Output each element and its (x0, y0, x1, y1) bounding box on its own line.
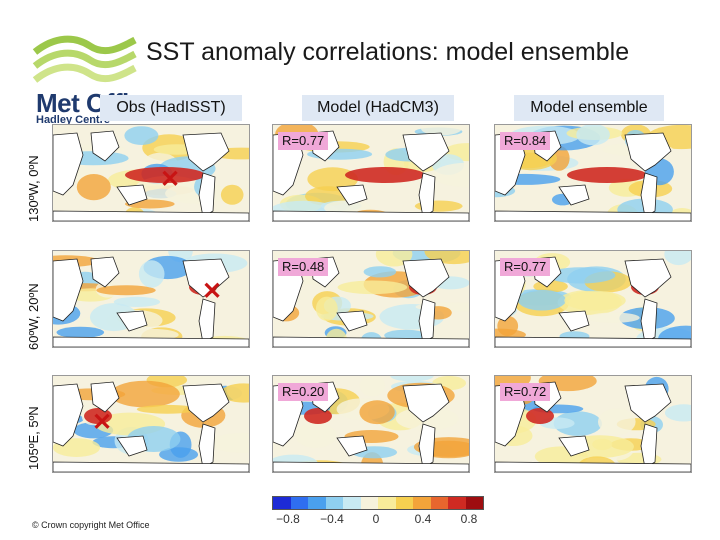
colorbar-segment (430, 497, 448, 509)
location-marker-icon: ✕ (160, 166, 181, 193)
logo-subtitle: Hadley Centre (36, 114, 110, 126)
row-label-3: 105ºE, 5ºN (26, 406, 41, 470)
colorbar-segment (413, 497, 431, 509)
ensemble-correlation-badge: R=0.84 (500, 132, 551, 150)
colorbar-segment (378, 497, 396, 509)
colorbar-segment (325, 497, 343, 509)
colorbar-tick: 0.8 (460, 512, 478, 526)
colorbar-tick: −0.4 (320, 512, 344, 526)
colorbar-segment (290, 497, 308, 509)
colorbar (272, 496, 484, 510)
ensemble-correlation-badge: R=0.72 (500, 383, 551, 401)
colorbar-segment (360, 497, 378, 509)
colorbar-segment (465, 497, 483, 509)
colorbar-segment (343, 497, 361, 509)
location-marker-icon: ✕ (92, 409, 113, 436)
colorbar-segment (308, 497, 326, 509)
map-panel (52, 124, 250, 222)
met-office-logo (30, 34, 140, 124)
location-marker-icon: ✕ (202, 278, 223, 305)
copyright-notice: © Crown copyright Met Office (32, 520, 150, 530)
colorbar-segment (395, 497, 413, 509)
colorbar-segment (273, 497, 291, 509)
page-title: SST anomaly correlations: model ensemble (146, 38, 630, 66)
column-header-model: Model (HadCM3) (302, 95, 454, 121)
model-correlation-badge: R=0.20 (278, 383, 329, 401)
map-panel (52, 250, 250, 348)
ensemble-correlation-badge: R=0.77 (500, 258, 551, 276)
model-correlation-badge: R=0.48 (278, 258, 329, 276)
row-label-2: 60ºW, 20ºN (26, 283, 41, 350)
colorbar-segment (448, 497, 466, 509)
colorbar-tick: 0.4 (414, 512, 432, 526)
model-correlation-badge: R=0.77 (278, 132, 329, 150)
map-panel (272, 250, 470, 348)
map-panel (494, 250, 692, 348)
row-label-1: 130ºW, 0ºN (26, 155, 41, 222)
column-header-ensemble: Model ensemble (514, 95, 664, 121)
map-panel (52, 375, 250, 473)
colorbar-tick: 0 (372, 512, 380, 526)
column-header-obs: Obs (HadISST) (100, 95, 242, 121)
colorbar-tick: −0.8 (276, 512, 300, 526)
